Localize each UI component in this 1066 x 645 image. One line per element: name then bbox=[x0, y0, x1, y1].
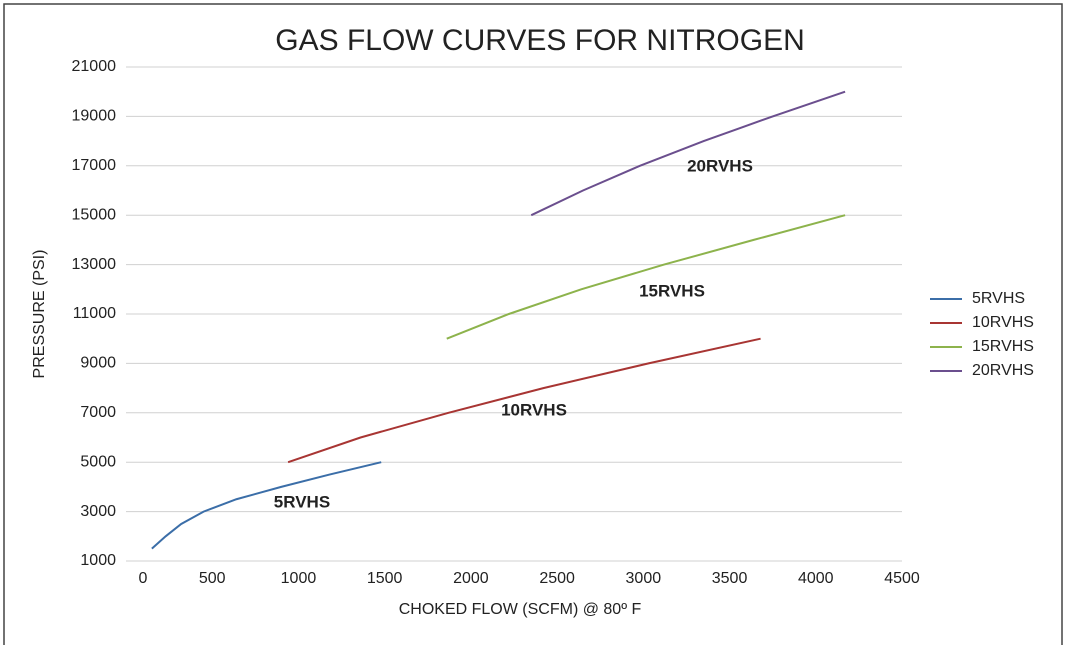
line-series bbox=[287, 337, 761, 464]
y-tick-label: 11000 bbox=[73, 305, 116, 322]
annotation: 15RVHS bbox=[639, 281, 705, 300]
legend-label: 5RVHS bbox=[972, 290, 1025, 307]
y-tick-label: 9000 bbox=[80, 355, 116, 372]
y-tick-label: 17000 bbox=[72, 157, 117, 174]
frame bbox=[3, 3, 1063, 645]
line-series bbox=[151, 461, 382, 550]
y-tick-label: 1000 bbox=[80, 552, 116, 569]
line-series bbox=[530, 90, 846, 217]
x-tick-label: 2500 bbox=[539, 570, 575, 587]
x-tick-label: 4000 bbox=[798, 570, 834, 587]
y-tick-label: 13000 bbox=[72, 256, 117, 273]
annotation: 10RVHS bbox=[501, 400, 567, 419]
line-series bbox=[446, 214, 846, 340]
legend-label: 10RVHS bbox=[972, 314, 1034, 331]
annotation: 5RVHS bbox=[274, 492, 330, 511]
x-tick-label: 4500 bbox=[884, 570, 920, 587]
chart-title: GAS FLOW CURVES FOR NITROGEN bbox=[275, 24, 805, 57]
y-tick-label: 19000 bbox=[72, 108, 117, 125]
legend-label: 20RVHS bbox=[972, 362, 1034, 379]
annotation: 20RVHS bbox=[687, 156, 753, 175]
y-tick-label: 3000 bbox=[80, 503, 116, 520]
x-axis-label: CHOKED FLOW (SCFM) @ 80º F bbox=[399, 601, 642, 618]
x-tick-label: 1000 bbox=[281, 570, 317, 587]
x-tick-label: 3000 bbox=[626, 570, 662, 587]
y-tick-label: 7000 bbox=[80, 404, 116, 421]
y-axis-label: PRESSURE (PSI) bbox=[31, 250, 48, 379]
x-tick-label: 0 bbox=[139, 570, 148, 587]
x-tick-label: 1500 bbox=[367, 570, 403, 587]
y-tick-label: 21000 bbox=[72, 58, 117, 75]
y-tick-label: 5000 bbox=[80, 453, 116, 470]
x-tick-label: 2000 bbox=[453, 570, 489, 587]
x-tick-label: 500 bbox=[199, 570, 226, 587]
legend-label: 15RVHS bbox=[972, 338, 1034, 355]
y-tick-label: 15000 bbox=[72, 206, 117, 223]
x-tick-label: 3500 bbox=[712, 570, 748, 587]
